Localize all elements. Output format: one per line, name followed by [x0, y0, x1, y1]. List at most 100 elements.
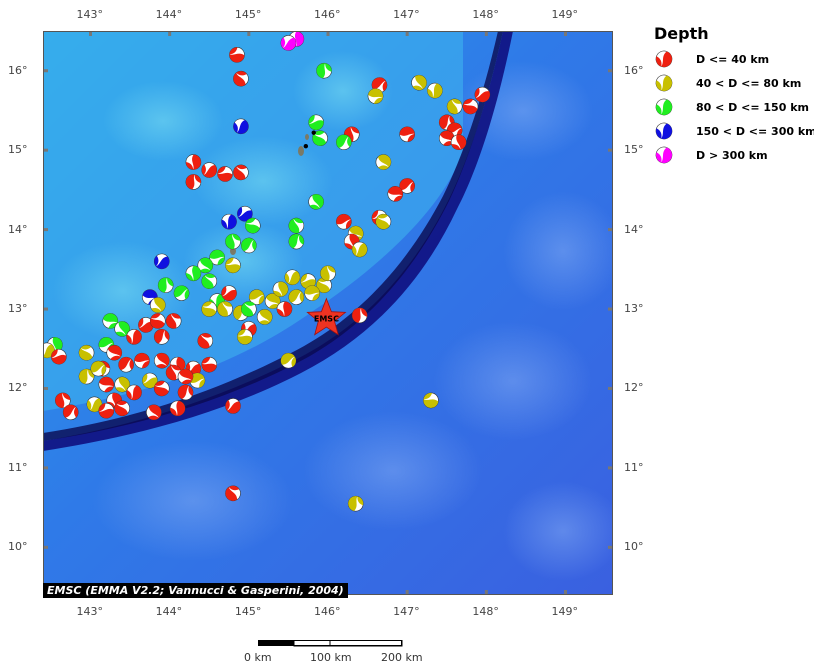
event-beachball [375, 154, 392, 170]
event-beachball [62, 404, 79, 421]
legend-label: 80 < D <= 150 km [696, 100, 809, 114]
legend-beachball-icon [655, 74, 673, 92]
event-beachball [173, 285, 190, 301]
event-beachball [229, 47, 245, 63]
legend-item: 80 < D <= 150 km [654, 96, 809, 118]
latitude-label-right: 10° [624, 540, 644, 554]
event-beachball [288, 289, 305, 305]
bathymetry-map: EMSC [43, 31, 613, 595]
legend-item: D <= 40 km [654, 48, 769, 70]
legend-item: D > 300 km [654, 144, 768, 166]
event-beachball [411, 74, 427, 91]
event-beachball [114, 400, 130, 417]
event-beachball [177, 384, 194, 401]
event-beachball [201, 162, 218, 178]
event-beachball [225, 257, 241, 274]
event-beachball [347, 225, 364, 242]
event-beachball [399, 178, 415, 194]
events-layer [43, 31, 491, 512]
longitude-label-bottom: 146° [314, 605, 341, 618]
event-beachball [280, 35, 297, 51]
event-beachball [201, 356, 218, 373]
event-beachball [399, 126, 415, 143]
event-beachball [185, 265, 202, 282]
event-beachball [106, 344, 123, 361]
event-beachball [316, 62, 332, 79]
event-beachball [197, 333, 214, 349]
scale-label-200: 200 km [381, 651, 423, 664]
event-beachball [336, 134, 352, 151]
event-beachball [288, 233, 305, 250]
event-beachball [288, 217, 305, 234]
scale-bar [258, 640, 403, 647]
map-frame: EMSC [43, 31, 613, 595]
event-beachball [165, 364, 182, 381]
event-beachball [153, 329, 170, 345]
event-beachball [118, 356, 134, 373]
event-beachball [78, 368, 95, 385]
legend-item: 150 < D <= 300 km [654, 120, 814, 142]
event-beachball [126, 329, 142, 345]
event-beachball [169, 400, 186, 417]
event-beachball [284, 269, 301, 286]
event-beachball [177, 368, 194, 385]
event-beachball [272, 281, 289, 297]
event-beachball [114, 321, 130, 337]
event-beachball [153, 352, 170, 369]
legend-beachball [655, 74, 673, 92]
event-beachball [185, 174, 202, 190]
small-marker [303, 143, 309, 149]
longitude-label-top: 146° [314, 8, 341, 21]
epicenter-layer: EMSC [306, 297, 347, 336]
event-beachball [102, 313, 119, 329]
event-beachball [153, 253, 170, 270]
event-beachball [221, 285, 237, 301]
event-beachball [221, 213, 237, 230]
longitude-label-bottom: 149° [551, 605, 579, 618]
longitude-label-top: 147° [393, 8, 420, 21]
small-marker [311, 130, 316, 135]
latitude-label-left: 11° [8, 460, 28, 474]
latitude-label-left: 10° [8, 540, 28, 554]
event-beachball [304, 285, 320, 301]
latitude-label-left: 14° [8, 222, 28, 236]
event-beachball [280, 352, 297, 369]
event-beachball [126, 384, 142, 401]
event-beachball [233, 164, 249, 181]
event-beachball [157, 277, 174, 293]
latitude-label-left: 12° [8, 381, 28, 395]
event-beachball [149, 297, 166, 313]
event-beachball [225, 398, 241, 414]
longitude-label-top: 148° [472, 8, 499, 21]
event-beachball [244, 217, 261, 234]
event-beachball [351, 241, 368, 258]
event-beachball [165, 313, 182, 329]
event-beachball [142, 372, 158, 389]
latitude-label-right: 13° [624, 302, 644, 316]
scale-label-100: 100 km [310, 651, 352, 664]
legend-beachball [655, 50, 673, 68]
event-beachball [264, 293, 281, 309]
longitude-label-bottom: 145° [234, 605, 262, 618]
event-beachball [153, 380, 170, 397]
longitude-label-bottom: 148° [472, 605, 499, 618]
seamount-texture [53, 51, 613, 581]
event-beachball [308, 193, 324, 210]
event-beachball [90, 360, 107, 377]
legend-beachball-icon [655, 98, 673, 116]
legend-beachball [655, 122, 673, 140]
event-beachball [351, 307, 368, 324]
event-beachball [201, 273, 218, 290]
event-beachball [98, 402, 115, 419]
event-beachball [427, 82, 443, 99]
latitude-label-right: 12° [624, 381, 644, 395]
event-beachball [248, 289, 265, 305]
event-beachball [217, 166, 233, 182]
longitude-label-bottom: 147° [393, 605, 420, 618]
epicenter-label: EMSC [314, 315, 339, 324]
legend-label: D <= 40 km [696, 52, 770, 66]
event-beachball [189, 372, 206, 389]
longitude-label-top: 143° [76, 8, 104, 21]
latitude-label-right: 16° [624, 63, 644, 77]
latitude-label-right: 11° [624, 460, 644, 474]
